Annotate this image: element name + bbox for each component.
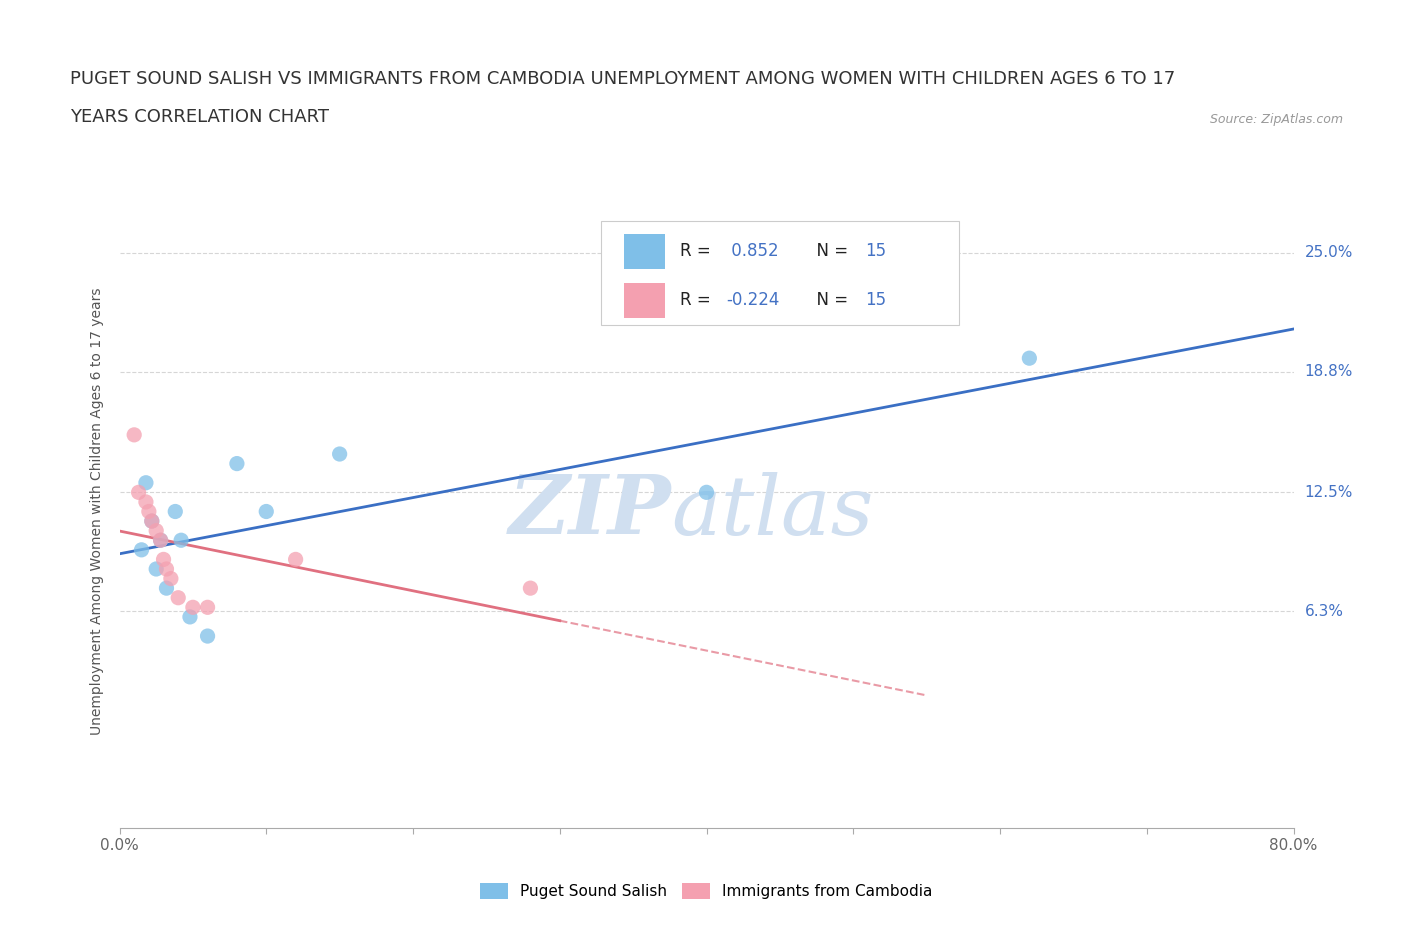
Point bbox=[128, 485, 150, 499]
FancyBboxPatch shape bbox=[600, 220, 959, 325]
Point bbox=[1018, 351, 1040, 365]
Text: atlas: atlas bbox=[671, 472, 873, 551]
Text: 0.852: 0.852 bbox=[727, 242, 779, 260]
Point bbox=[519, 580, 541, 595]
Text: 15: 15 bbox=[865, 242, 886, 260]
Text: ZIP: ZIP bbox=[509, 472, 671, 551]
Point bbox=[167, 591, 190, 605]
Text: 12.5%: 12.5% bbox=[1305, 485, 1353, 499]
Text: Source: ZipAtlas.com: Source: ZipAtlas.com bbox=[1209, 113, 1343, 126]
Text: 6.3%: 6.3% bbox=[1305, 604, 1344, 618]
Text: 18.8%: 18.8% bbox=[1305, 365, 1353, 379]
Text: R =: R = bbox=[679, 242, 716, 260]
Legend: Puget Sound Salish, Immigrants from Cambodia: Puget Sound Salish, Immigrants from Camb… bbox=[474, 877, 939, 906]
Text: 25.0%: 25.0% bbox=[1305, 246, 1353, 260]
Point bbox=[179, 609, 201, 624]
Point bbox=[145, 524, 167, 538]
Point bbox=[284, 552, 307, 567]
Text: 15: 15 bbox=[865, 291, 886, 309]
Text: R =: R = bbox=[679, 291, 716, 309]
Text: N =: N = bbox=[806, 291, 853, 309]
Point bbox=[225, 456, 249, 471]
Bar bbox=[624, 283, 665, 318]
Point bbox=[135, 495, 157, 510]
Point bbox=[329, 446, 352, 461]
Text: N =: N = bbox=[806, 242, 853, 260]
Point bbox=[152, 552, 174, 567]
Point bbox=[155, 562, 177, 577]
Point bbox=[170, 533, 193, 548]
Point bbox=[197, 629, 219, 644]
Bar bbox=[624, 233, 665, 269]
Point bbox=[696, 485, 718, 499]
Point bbox=[254, 504, 277, 519]
Point bbox=[149, 533, 172, 548]
Point bbox=[145, 562, 167, 577]
Point bbox=[138, 504, 160, 519]
Point bbox=[155, 580, 177, 595]
Point bbox=[131, 542, 153, 557]
Point bbox=[165, 504, 187, 519]
Text: PUGET SOUND SALISH VS IMMIGRANTS FROM CAMBODIA UNEMPLOYMENT AMONG WOMEN WITH CHI: PUGET SOUND SALISH VS IMMIGRANTS FROM CA… bbox=[70, 71, 1175, 88]
Point bbox=[197, 600, 219, 615]
Y-axis label: Unemployment Among Women with Children Ages 6 to 17 years: Unemployment Among Women with Children A… bbox=[90, 287, 104, 736]
Text: YEARS CORRELATION CHART: YEARS CORRELATION CHART bbox=[70, 108, 329, 126]
Point bbox=[141, 513, 163, 528]
Point bbox=[149, 533, 172, 548]
Point bbox=[160, 571, 183, 586]
Text: -0.224: -0.224 bbox=[727, 291, 780, 309]
Point bbox=[181, 600, 204, 615]
Point bbox=[141, 513, 163, 528]
Point bbox=[135, 475, 157, 490]
Point bbox=[122, 428, 145, 443]
